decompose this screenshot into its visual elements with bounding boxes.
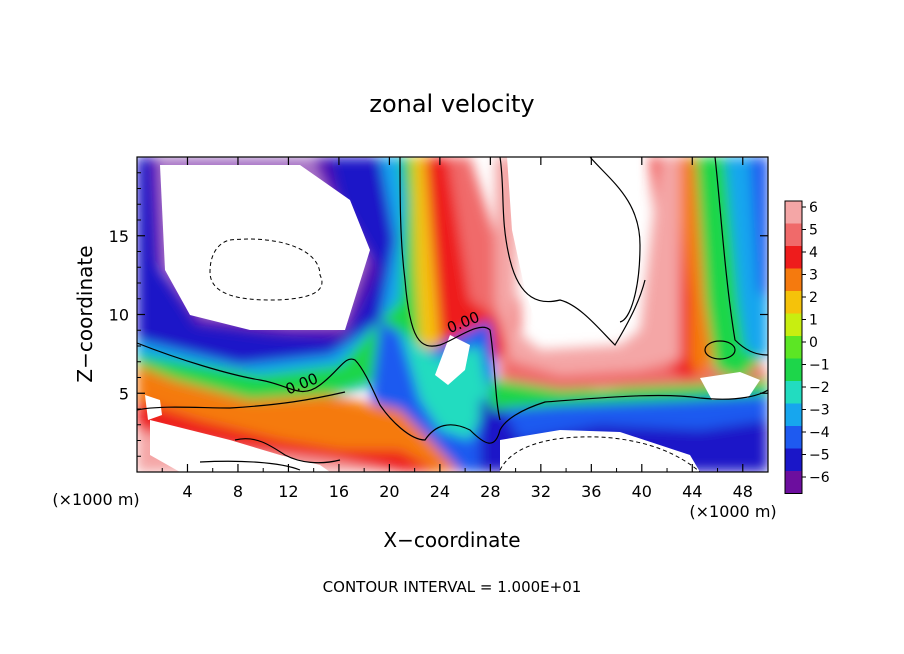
colorbar-swatch [785,426,802,449]
colorbar-swatch [785,268,802,291]
colorbar-tick-label: −4 [809,425,830,441]
x-tick-label: 4 [182,482,192,501]
colorbar-swatch [785,358,802,381]
x-tick-label: 24 [430,482,450,501]
x-axis-label: X−coordinate [383,528,520,552]
contour-interval-note: CONTOUR INTERVAL = 1.000E+01 [323,578,582,596]
x-tick-label: 12 [278,482,298,501]
colorbar-tick-label: 6 [809,200,818,216]
colorbar-swatch [785,336,802,359]
velocity-field [137,157,768,472]
colorbar-swatch [785,448,802,471]
y-axis: 5 10 15 [109,172,768,457]
colorbar-swatch [785,381,802,404]
x-tick-label: 48 [733,482,753,501]
x-tick-label: 8 [233,482,243,501]
x-tick-label: 28 [480,482,500,501]
y-tick-label: 10 [109,306,129,325]
x-axis: 4 8 12 16 20 24 28 32 36 40 44 48 [161,157,753,501]
colorbar-swatch [785,291,802,314]
colorbar-tick-label: −1 [809,358,830,374]
colorbar-tick-label: −5 [809,448,830,464]
colorbar-tick-label: 3 [809,268,818,284]
x-tick-label: 36 [581,482,601,501]
y-axis-label: Z−coordinate [73,245,97,382]
colorbar-tick-label: −6 [809,470,830,486]
y-tick-label: 5 [119,384,129,403]
colorbar-frame [784,200,803,494]
x-tick-label: 44 [682,482,702,501]
colorbar-swatch [785,403,802,426]
colorbar-tick-label: 2 [809,290,818,306]
colorbar-tick-label: 4 [809,245,818,261]
colorbar-tick-label: 5 [809,223,818,239]
colorbar-tick-label: −3 [809,403,830,419]
colorbar-swatch [785,246,802,269]
colorbar-swatch [785,223,802,246]
colorbar-swatch [785,471,802,494]
colorbar-swatch [785,313,802,336]
x-tick-label: 16 [329,482,349,501]
colorbar-tick-label: 1 [809,313,818,329]
colorbar: 6 5 4 3 2 1 0 −1 −2 −3 −4 −5 −6 [784,200,830,494]
colorbar-tick-label: −2 [809,380,830,396]
plot-area: 0.000.00 [136,156,769,473]
x-tick-label: 32 [531,482,551,501]
x-unit-left: (×1000 m) [52,490,139,509]
x-unit-right: (×1000 m) [689,502,776,521]
y-tick-label: 15 [109,227,129,246]
x-tick-label: 20 [379,482,399,501]
colorbar-tick-label: 0 [809,335,818,351]
chart-title: zonal velocity [369,90,534,118]
x-tick-label: 40 [632,482,652,501]
colorbar-swatch [785,201,802,224]
